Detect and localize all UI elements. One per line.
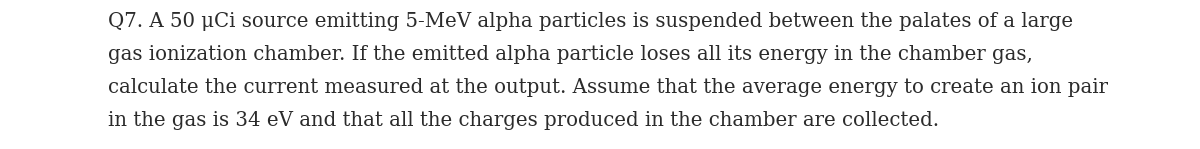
Text: gas ionization chamber. If the emitted alpha particle loses all its energy in th: gas ionization chamber. If the emitted a… xyxy=(108,45,1033,64)
Text: calculate the current measured at the output. Assume that the average energy to : calculate the current measured at the ou… xyxy=(108,78,1108,97)
Text: in the gas is 34 eV and that all the charges produced in the chamber are collect: in the gas is 34 eV and that all the cha… xyxy=(108,111,940,130)
Text: Q7. A 50 μCi source emitting 5-MeV alpha particles is suspended between the pala: Q7. A 50 μCi source emitting 5-MeV alpha… xyxy=(108,12,1073,31)
